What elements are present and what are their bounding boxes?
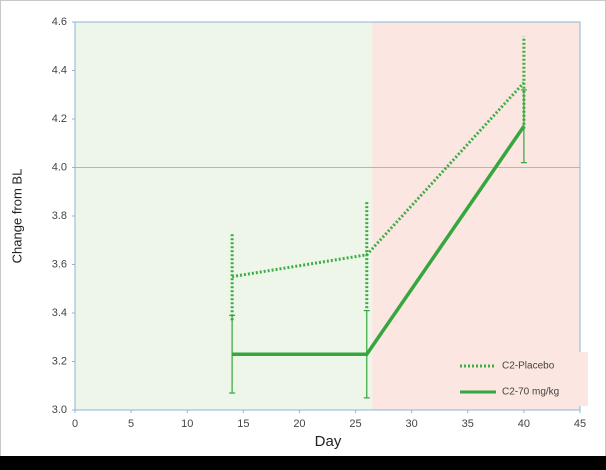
y-tick-label: 4.6	[52, 16, 67, 28]
legend-box	[452, 352, 588, 406]
y-tick-label: 3.6	[52, 258, 67, 270]
legend-label: C2-Placebo	[502, 361, 555, 372]
x-tick-label: 40	[518, 418, 530, 430]
x-tick-label: 25	[349, 418, 361, 430]
x-tick-label: 10	[181, 418, 193, 430]
bottom-bar	[0, 456, 606, 470]
y-axis-label: Change from BL	[9, 169, 24, 264]
x-tick-label: 35	[462, 418, 474, 430]
x-tick-label: 45	[574, 418, 586, 430]
error-bar	[229, 314, 236, 394]
x-tick-label: 20	[293, 418, 305, 430]
y-tick-label: 4.2	[52, 113, 67, 125]
x-tick-label: 0	[72, 418, 78, 430]
x-tick-label: 30	[406, 418, 418, 430]
x-tick-label: 15	[237, 418, 249, 430]
error-bar	[363, 309, 370, 399]
y-tick-label: 4.4	[52, 64, 67, 76]
plot-area: 3.0 3.2 3.4 3.6 3.8 4.0 4.2 4.4 4.6 0 5 10 15 20 25 30 3…	[52, 16, 588, 430]
x-axis-label: Day	[315, 433, 342, 450]
shaded-region	[75, 22, 373, 410]
y-tick-label: 3.4	[52, 307, 67, 319]
x-tick-label: 5	[128, 418, 134, 430]
y-tick-label: 4.0	[52, 161, 67, 173]
shaded-region	[372, 22, 580, 410]
legend-label: C2-70 mg/kg	[502, 387, 559, 398]
y-tick-label: 3.2	[52, 355, 67, 367]
error-bar	[520, 89, 527, 164]
y-tick-label: 3.0	[52, 404, 67, 416]
y-tick-label: 3.8	[52, 210, 67, 222]
